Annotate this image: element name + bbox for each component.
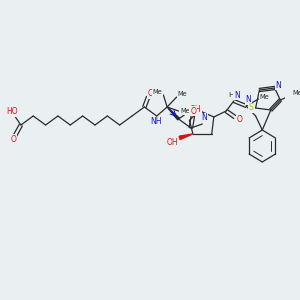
Text: Me: Me xyxy=(292,90,300,96)
Text: O: O xyxy=(236,115,242,124)
Polygon shape xyxy=(167,107,179,120)
Polygon shape xyxy=(179,134,193,140)
Text: O: O xyxy=(11,134,16,143)
Text: N: N xyxy=(234,91,239,100)
Text: Me: Me xyxy=(180,108,190,114)
Text: N: N xyxy=(275,80,281,89)
Text: NH: NH xyxy=(150,118,161,127)
Text: H: H xyxy=(228,92,234,98)
Text: N: N xyxy=(201,113,207,122)
Text: HO: HO xyxy=(7,107,18,116)
Text: Me: Me xyxy=(153,89,163,95)
Text: O: O xyxy=(147,89,153,98)
Text: Me: Me xyxy=(178,91,187,97)
Text: N: N xyxy=(245,95,251,104)
Text: Me: Me xyxy=(259,94,269,100)
Text: S: S xyxy=(248,103,253,112)
Text: O: O xyxy=(191,106,197,116)
Text: OH: OH xyxy=(190,104,202,113)
Text: OH: OH xyxy=(166,138,178,147)
